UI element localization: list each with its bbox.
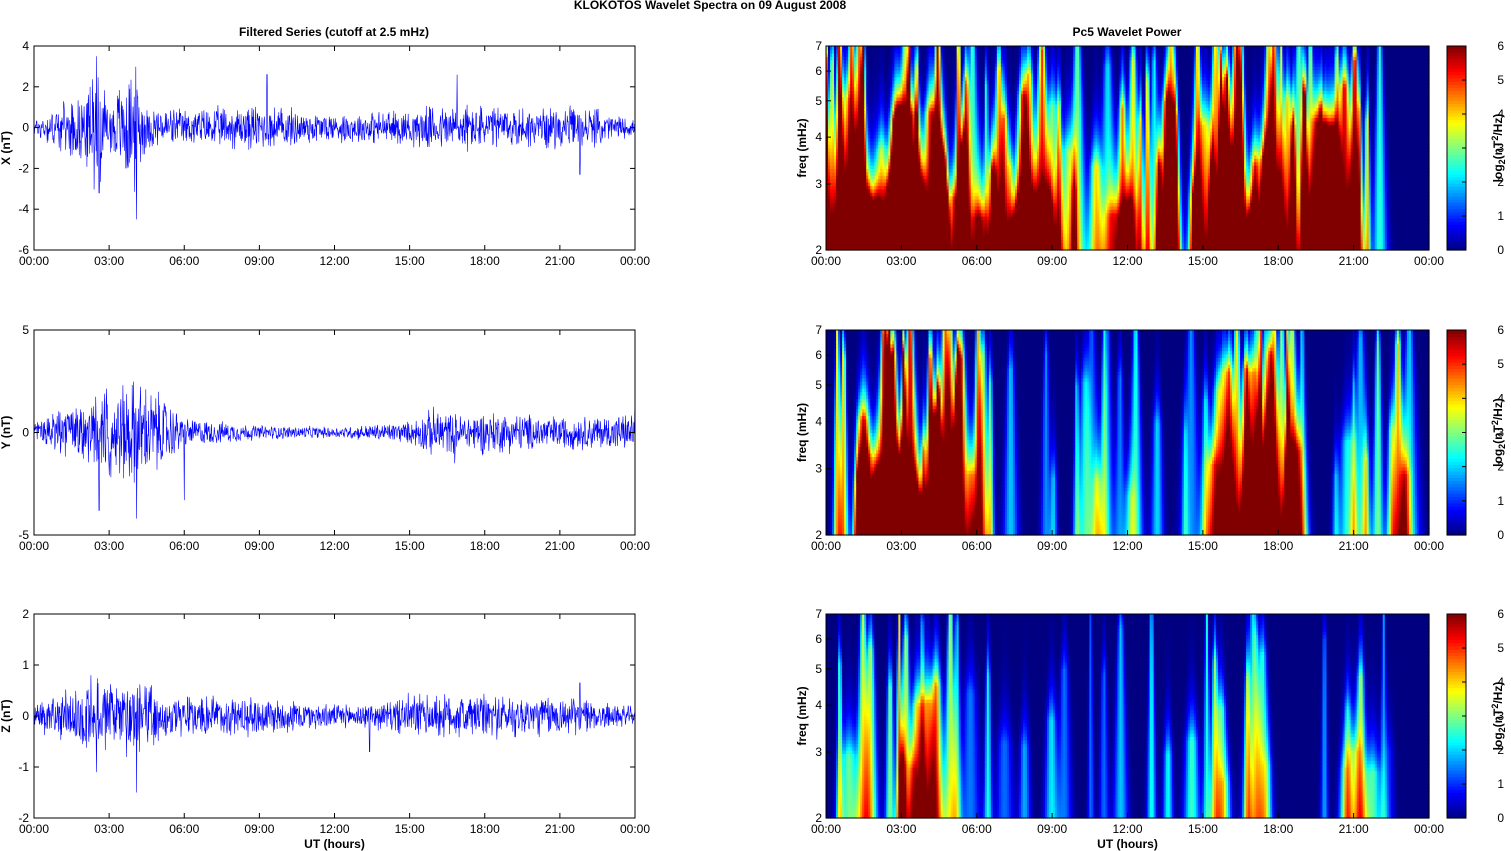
- y-tick-label: 0: [22, 426, 29, 440]
- y-tick-label: -6: [18, 243, 29, 257]
- x-tick-label: 03:00: [94, 254, 124, 268]
- y-tick-label: -4: [18, 202, 29, 216]
- right-column-title: Pc5 Wavelet Power: [1073, 25, 1182, 39]
- y-axis-label: Z (nT): [0, 699, 13, 732]
- y-tick-label: -2: [18, 161, 29, 175]
- x-tick-label: 15:00: [395, 254, 425, 268]
- wavelet-panel-x: 00:00 03:00 06:00 09:00 12:00 15:00 18:00 21:00…: [795, 39, 1507, 268]
- y-tick-label: 5: [22, 323, 29, 337]
- x-tick-label: 00:00: [620, 539, 650, 553]
- x-tick-label: 15:00: [395, 822, 425, 836]
- x-tick-label: 03:00: [94, 539, 124, 553]
- x-tick-label: 21:00: [545, 539, 575, 553]
- x-tick-label: 00:00: [620, 254, 650, 268]
- x-tick-label: 18:00: [470, 822, 500, 836]
- panels: 00:00 03:00 06:00 09:00 12:00 15:00 18:00 21:00…: [0, 39, 1507, 851]
- y-tick-label: 0: [22, 709, 29, 723]
- x-tick-label: 09:00: [244, 254, 274, 268]
- x-tick-label: 06:00: [169, 539, 199, 553]
- x-tick-label: 15:00: [395, 539, 425, 553]
- x-tick-label: 18:00: [470, 539, 500, 553]
- y-tick-label: 2: [22, 80, 29, 94]
- x-tick-label: 06:00: [169, 822, 199, 836]
- x-tick-label: 00:00: [620, 822, 650, 836]
- y-axis-label: Y (nT): [0, 416, 13, 450]
- y-tick-label: -5: [18, 528, 29, 542]
- x-tick-label: 03:00: [94, 822, 124, 836]
- x-tick-label: 12:00: [319, 254, 349, 268]
- x-tick-label: 12:00: [319, 822, 349, 836]
- plot-area: [34, 46, 635, 250]
- y-tick-label: 4: [22, 39, 29, 53]
- y-tick-label: 1: [22, 658, 29, 672]
- x-tick-label: 06:00: [169, 254, 199, 268]
- y-tick-label: -1: [18, 760, 29, 774]
- x-tick-label: 21:00: [545, 254, 575, 268]
- y-axis-label: X (nT): [0, 131, 13, 165]
- x-axis-label: UT (hours): [304, 837, 365, 851]
- timeseries-panel-z: 00:00 03:00 06:00 09:00 12:00 15:00 18:00 21:00…: [0, 607, 650, 851]
- y-tick-label: 2: [22, 607, 29, 621]
- x-tick-label: 21:00: [545, 822, 575, 836]
- x-tick-label: 09:00: [244, 539, 274, 553]
- figure-title: KLOKOTOS Wavelet Spectra on 09 August 20…: [574, 0, 847, 12]
- timeseries-panel-y: 00:00 03:00 06:00 09:00 12:00 15:00 18:00 21:00…: [0, 323, 650, 553]
- y-tick-label: 0: [22, 121, 29, 135]
- y-tick-label: -2: [18, 811, 29, 825]
- timeseries-panel-x: 00:00 03:00 06:00 09:00 12:00 15:00 18:00 21:00…: [0, 39, 650, 268]
- left-column-title: Filtered Series (cutoff at 2.5 mHz): [239, 25, 429, 39]
- x-tick-label: 18:00: [470, 254, 500, 268]
- x-tick-label: 12:00: [319, 539, 349, 553]
- x-tick-label: 09:00: [244, 822, 274, 836]
